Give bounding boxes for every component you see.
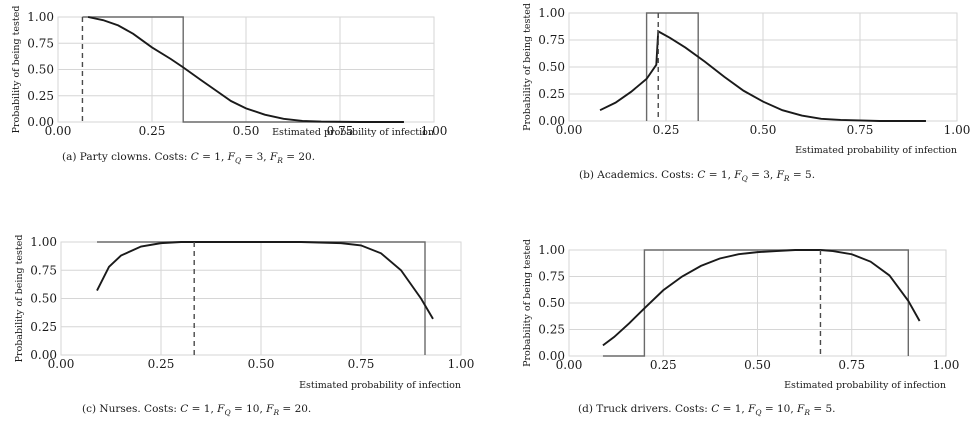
y-tick-label: 0.00 bbox=[538, 114, 565, 128]
x-tick-label: 1.00 bbox=[944, 123, 971, 137]
grid bbox=[568, 249, 947, 357]
threshold-step-line bbox=[82, 16, 404, 123]
y-axis-label: Probability of being tested bbox=[522, 239, 533, 367]
y-tick-label: 0.75 bbox=[538, 270, 565, 284]
x-tick-label: 1.00 bbox=[933, 358, 960, 372]
x-axis-label: Estimated probability of infection bbox=[272, 127, 434, 138]
threshold-step-line bbox=[645, 12, 699, 121]
series-line bbox=[602, 249, 921, 347]
y-axis-label: Probability of being tested bbox=[11, 6, 22, 134]
x-tick-label: 0.50 bbox=[750, 123, 777, 137]
y-axis-label: Probability of being tested bbox=[14, 235, 25, 363]
x-tick-label: 0.25 bbox=[650, 358, 677, 372]
caption: (a) Party clowns. Costs: C = 1, FQ = 3, … bbox=[62, 151, 315, 165]
caption: (c) Nurses. Costs: C = 1, FQ = 10, FR = … bbox=[82, 403, 311, 417]
x-tick-label: 0.25 bbox=[139, 124, 166, 138]
panel-d: 0.00 0.25 0.50 0.75 1.00 0.00 0.25 0.50 0.75 1.00… bbox=[522, 239, 959, 417]
series-line bbox=[87, 16, 404, 123]
x-tick-label: 1.00 bbox=[448, 357, 475, 371]
plot-frame bbox=[568, 12, 958, 122]
y-tick-label: 0.50 bbox=[30, 292, 57, 306]
series-line bbox=[599, 29, 926, 122]
panel-b: 0.00 0.25 0.50 0.75 1.00 0.00 0.25 0.50 0.75 1.00… bbox=[522, 3, 970, 183]
threshold-step-line bbox=[602, 249, 909, 357]
series-line bbox=[96, 241, 434, 320]
x-tick-label: 0.75 bbox=[348, 357, 375, 371]
grid bbox=[568, 12, 958, 122]
x-axis-label: Estimated probability of infection bbox=[795, 145, 957, 156]
grid bbox=[57, 16, 435, 123]
x-tick-label: 0.75 bbox=[327, 124, 354, 138]
y-tick-label: 0.00 bbox=[30, 348, 57, 362]
panel-a: 0.00 0.25 0.50 0.75 1.00 0.00 0.25 0.50 0.75 1.00… bbox=[11, 6, 447, 165]
x-tick-label: 0.25 bbox=[148, 357, 175, 371]
y-tick-label: 0.25 bbox=[538, 323, 565, 337]
x-tick-label: 1.00 bbox=[421, 124, 448, 138]
x-tick-label: 0.00 bbox=[556, 358, 583, 372]
x-tick-label: 0.75 bbox=[838, 358, 865, 372]
y-axis-label: Probability of being tested bbox=[522, 3, 533, 131]
y-tick-label: 0.25 bbox=[538, 87, 565, 101]
y-tick-label: 0.50 bbox=[538, 60, 565, 74]
y-tick-label: 0.25 bbox=[27, 89, 54, 103]
y-tick-label: 1.00 bbox=[538, 6, 565, 20]
x-tick-label: 0.00 bbox=[45, 124, 72, 138]
x-tick-label: 0.50 bbox=[744, 358, 771, 372]
y-tick-label: 0.50 bbox=[538, 296, 565, 310]
panel-c: 0.00 0.25 0.50 0.75 1.00 0.00 0.25 0.50 0.75 1.00… bbox=[14, 235, 474, 417]
y-tick-label: 0.75 bbox=[538, 33, 565, 47]
y-tick-label: 0.75 bbox=[30, 263, 57, 277]
x-axis-label: Estimated probability of infection bbox=[784, 380, 946, 391]
x-tick-label: 0.25 bbox=[653, 123, 680, 137]
x-tick-label: 0.50 bbox=[248, 357, 275, 371]
caption: (d) Truck drivers. Costs: C = 1, FQ = 10… bbox=[578, 403, 836, 417]
x-tick-label: 0.75 bbox=[847, 123, 874, 137]
y-tick-label: 1.00 bbox=[538, 243, 565, 257]
y-tick-label: 0.50 bbox=[27, 63, 54, 77]
y-tick-label: 0.75 bbox=[27, 36, 54, 50]
x-axis-label: Estimated probability of infection bbox=[299, 380, 461, 391]
caption: (b) Academics. Costs: C = 1, FQ = 3, FR … bbox=[579, 169, 815, 183]
y-tick-label: 1.00 bbox=[30, 235, 57, 249]
y-tick-label: 0.25 bbox=[30, 320, 57, 334]
y-tick-label: 1.00 bbox=[27, 10, 54, 24]
x-tick-label: 0.00 bbox=[48, 357, 75, 371]
x-tick-label: 0.50 bbox=[233, 124, 260, 138]
y-tick-label: 0.00 bbox=[27, 115, 54, 129]
grid bbox=[60, 241, 462, 356]
x-tick-label: 0.00 bbox=[556, 123, 583, 137]
y-tick-label: 0.00 bbox=[538, 349, 565, 363]
